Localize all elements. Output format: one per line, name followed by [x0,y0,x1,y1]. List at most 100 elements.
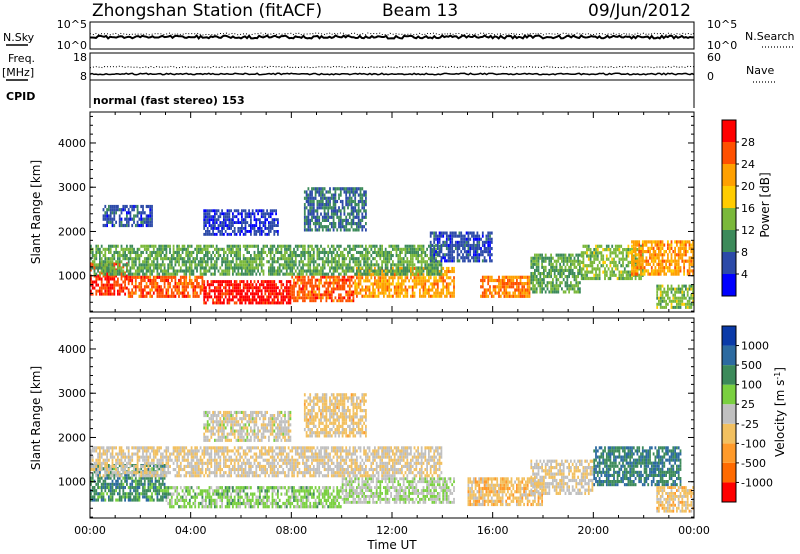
heatmap-cell [395,291,398,295]
heatmap-cell [269,263,272,267]
heatmap-cell [330,215,333,219]
heatmap-cell [149,275,152,279]
heatmap-cell [478,237,481,241]
heatmap-cell [108,272,110,276]
heatmap-cell [192,291,195,295]
heatmap-cell [124,204,126,209]
heatmap-cell [618,248,621,252]
heatmap-cell [232,215,234,219]
heatmap-cell [379,272,382,276]
heatmap-cell [348,278,351,282]
heatmap-cell [212,257,214,261]
heatmap-cell [282,266,285,270]
heatmap-cell [374,247,376,251]
heatmap-cell [246,272,249,276]
heatmap-cell [223,212,225,216]
heatmap-cell [140,244,143,248]
heatmap-cell [217,247,220,251]
heatmap-cell [587,270,590,274]
heatmap-cell [345,199,348,204]
heatmap-cell [289,254,292,258]
heatmap-cell [224,289,227,293]
heatmap-cell [413,272,416,276]
heatmap-cell [307,193,310,197]
heatmap-cell [467,256,470,260]
heatmap-cell [357,199,360,204]
heatmap-cell [320,299,322,303]
heatmap-cell [463,259,466,263]
heatmap-cell [338,257,340,261]
heatmap-cell [584,264,587,268]
heatmap-cell [305,228,308,232]
heatmap-cell [361,203,364,207]
heatmap-cell [307,203,310,207]
heatmap-cell [503,291,506,295]
heatmap-cell [232,244,234,248]
heatmap-cell [203,298,206,302]
heatmap-cell [611,260,614,264]
heatmap-cell [386,263,389,267]
heatmap-cell [196,278,198,283]
heatmap-cell [320,206,322,210]
heatmap-cell [289,298,292,302]
heatmap-cell [293,293,295,297]
heatmap-cell [352,257,355,261]
heatmap-cell [260,212,263,216]
heatmap-cell [269,215,272,219]
heatmap-cell [321,257,324,261]
heatmap-cell [465,240,468,244]
heatmap-cell [649,262,651,266]
heatmap-cell [605,273,608,277]
heatmap-cell [142,294,144,298]
heatmap-cell [501,291,504,295]
heatmap-cell [365,199,367,204]
heatmap-cell [413,250,416,254]
heatmap-cell [625,273,628,277]
heatmap-cell [347,290,349,294]
heatmap-cell [206,298,209,302]
heatmap-cell [104,250,107,254]
heatmap-cell [501,282,504,286]
heatmap-cell [332,244,335,248]
heatmap-cell [656,272,659,276]
heatmap-cell [278,250,281,254]
heatmap-cell [90,244,92,248]
heatmap-cell [293,266,295,270]
heatmap-cell [357,282,360,286]
heatmap-cell [161,247,164,251]
heatmap-cell [127,272,130,276]
heatmap-cell [302,290,304,294]
heatmap-cell [625,254,628,258]
heatmap-cell [176,282,179,286]
heatmap-cell [688,269,691,273]
heatmap-cell [487,231,490,235]
heatmap-cell [381,276,383,280]
heatmap-cell [586,267,588,271]
heatmap-cell [361,294,364,298]
heatmap-cell [341,206,344,210]
heatmap-cell [550,259,552,263]
heatmap-cell [525,288,527,292]
heatmap-cell [95,272,98,276]
heatmap-cell [188,263,191,267]
heatmap-cell [555,265,558,269]
heatmap-cell [395,285,398,289]
heatmap-cell [438,234,441,238]
date-title: 09/Jun/2012 [588,1,691,21]
heatmap-cell [665,259,667,263]
heatmap-cell [253,295,256,299]
heatmap-cell [232,286,234,290]
heatmap-cell [320,250,322,254]
heatmap-cell [226,224,229,227]
heatmap-cell [228,298,231,302]
heatmap-cell [208,215,211,219]
heatmap-cell [485,291,488,295]
heatmap-cell [174,282,177,286]
heatmap-cell [535,259,538,263]
heatmap-cell [314,272,317,276]
heatmap-cell [462,240,464,244]
heatmap-cell [239,286,241,290]
heatmap-cell [199,260,202,264]
heatmap-cell [188,244,191,248]
heatmap-cell [562,262,565,266]
